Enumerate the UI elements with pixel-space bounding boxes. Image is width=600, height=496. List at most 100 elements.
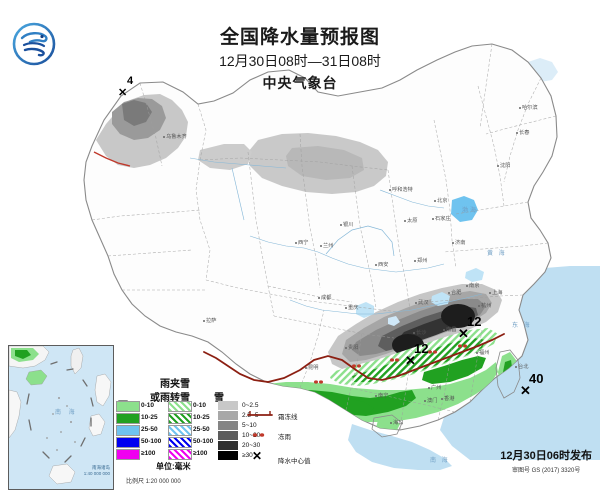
city-dot-icon [489,291,491,294]
city-label: 北京 [434,198,447,204]
precipitation-layers [96,94,518,430]
frost-line-xinjiang [93,151,131,167]
city-name: 南宁 [378,393,389,399]
sea-label: 东 海 [512,323,532,329]
city-label: 合肥 [448,290,461,296]
snow-swatch [218,451,238,460]
snow-swatch [218,401,238,410]
city-name: 台北 [518,364,529,370]
rain-label: 10-25 [141,414,158,421]
city-dot-icon [424,399,426,402]
city-name: 福州 [479,350,490,356]
city-dot-icon [414,259,416,262]
city-name: 西安 [378,262,389,268]
city-name: 郑州 [417,258,428,264]
city-dot-icon [318,296,320,299]
city-name: 重庆 [348,305,359,311]
sleet-label: 0-10 [193,402,207,409]
city-label: 太原 [404,218,417,224]
city-name: 昆明 [308,365,319,371]
rain-pocket-hunan [388,316,400,326]
city-label: 南昌 [443,327,456,333]
precip-center-x-icon: ✕ [458,326,469,341]
approval-number: 审图号 GS (2017) 3320号 [511,468,581,474]
legend-key-freezing-rain: 冻雨 [278,434,291,441]
city-label: 上海 [489,290,502,296]
rain-pocket-bohai [451,196,478,222]
city-name: 哈尔滨 [522,105,538,111]
frost-line [267,333,505,383]
legend-key-precip-center: 降水中心值 [278,458,311,465]
city-dot-icon [375,263,377,266]
snow-area-inner-mongolia-2 [286,146,364,180]
city-dot-icon [413,331,415,334]
city-name: 银川 [343,222,354,228]
snow-label: 10~20 [242,432,261,439]
city-label: 香港 [441,396,454,402]
city-dot-icon [404,219,406,222]
sea-label: 南 海 [430,458,450,464]
city-label: 南京 [466,283,479,289]
sleet-label: 25-50 [193,426,210,433]
city-label: 呼和浩特 [389,187,413,193]
city-label: 西宁 [295,240,308,246]
legend-header-sleet-line2: 或雨转雪 [150,393,190,404]
sleet-swatch [168,401,192,412]
city-name: 拉萨 [206,318,217,324]
city-dot-icon [203,319,205,322]
city-dot-icon [434,199,436,202]
city-label: 澳门 [424,398,437,404]
sea-label: 渤海 [462,208,479,214]
city-label: 长沙 [413,330,426,336]
legend-header-sleet-line1: 雨夹雪 [160,379,190,390]
rain-swatch [116,425,140,436]
snow-swatch [218,411,238,420]
city-label: 乌鲁木齐 [163,134,187,140]
rain-swatch [116,449,140,460]
snow-swatch [218,431,238,440]
legend-unit: 单位:毫米 [156,462,191,471]
snow-label: 20~30 [242,442,261,449]
city-label: 武汉 [415,300,428,306]
rain-swatch [116,437,140,448]
inset-title: 南海诸岛 [92,465,110,470]
svg-text:南 海: 南 海 [55,408,78,416]
city-dot-icon [516,131,518,134]
city-name: 太原 [407,218,418,224]
city-label: 长春 [516,130,529,136]
city-name: 石家庄 [435,216,451,222]
snow-swatch [218,441,238,450]
city-name: 广州 [431,385,442,391]
city-name: 济南 [455,240,466,246]
city-label: 杭州 [478,303,491,309]
city-name: 南昌 [446,327,457,333]
city-label: 拉萨 [203,318,216,324]
city-label: 南宁 [375,393,388,399]
city-label: 福州 [476,350,489,356]
sleet-swatch [168,449,192,460]
rain-swatch [116,401,140,412]
precip-center-value: 12 [467,314,482,329]
city-name: 海口 [393,420,404,426]
rain-label: 50-100 [141,438,162,445]
sleet-swatch [168,425,192,436]
city-dot-icon [497,164,499,167]
precip-center-value: 40 [529,371,544,386]
issued-time: 12月30日06时发布 [500,450,592,462]
rivers [189,157,483,315]
snow-area-xinjiang-dark [122,100,152,126]
rain-label: 0-10 [141,402,155,409]
city-label: 广州 [428,385,441,391]
city-name: 成都 [321,295,332,301]
precip-center-x-icon: ✕ [405,353,416,368]
svg-text:✕: ✕ [252,449,262,463]
publish-block: 12月30日06时发布 审图号 GS (2017) 3320号 [500,447,592,474]
rain-label: 25-50 [141,426,158,433]
rain-area-mid-fujian [422,356,486,384]
legend-key-frost-line: 霜冻线 [278,414,298,421]
city-name: 呼和浩特 [392,187,413,193]
rain-area-hainan [376,418,400,430]
city-dot-icon [340,223,342,226]
city-dot-icon [432,217,434,220]
